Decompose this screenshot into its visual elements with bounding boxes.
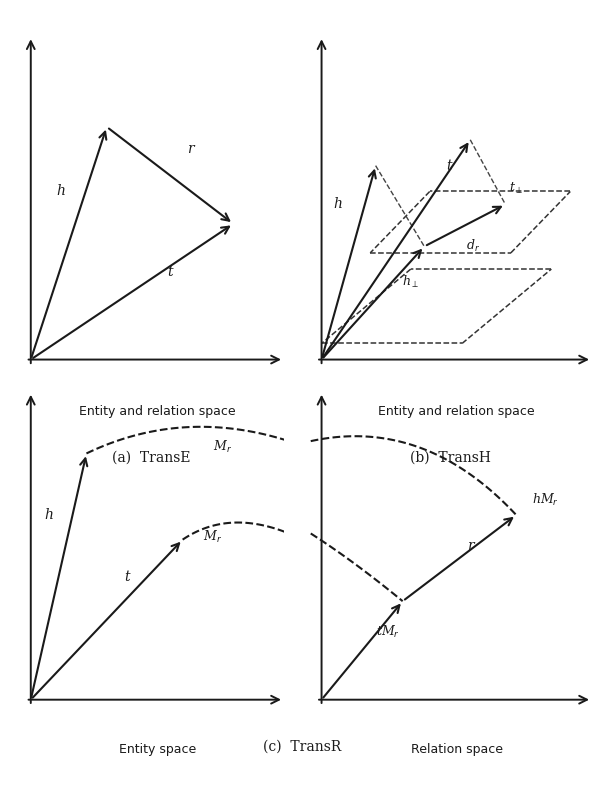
Text: Entity space: Entity space <box>119 743 196 755</box>
Text: (a)  TransE: (a) TransE <box>112 450 190 465</box>
Text: (c)  TransR: (c) TransR <box>263 739 341 753</box>
Text: t: t <box>446 158 451 173</box>
Text: M$_r$: M$_r$ <box>203 528 222 545</box>
Text: Entity and relation space: Entity and relation space <box>79 405 236 418</box>
Text: t: t <box>167 265 173 280</box>
Text: h: h <box>333 197 342 212</box>
Text: h$_\perp$: h$_\perp$ <box>402 274 420 290</box>
Text: r: r <box>187 142 193 157</box>
Text: t$_\perp$: t$_\perp$ <box>509 181 524 196</box>
Text: r: r <box>467 539 474 553</box>
Text: d$_r$: d$_r$ <box>466 238 480 255</box>
Text: hM$_r$: hM$_r$ <box>533 491 559 507</box>
Text: h: h <box>44 508 53 522</box>
Text: h: h <box>57 184 66 199</box>
Text: (b)  TransH: (b) TransH <box>410 450 490 465</box>
Text: M$_r$: M$_r$ <box>213 440 232 456</box>
Text: tM$_r$: tM$_r$ <box>376 624 400 640</box>
Text: t: t <box>124 570 130 583</box>
Text: Entity and relation space: Entity and relation space <box>379 405 535 418</box>
Text: Relation space: Relation space <box>411 743 503 755</box>
